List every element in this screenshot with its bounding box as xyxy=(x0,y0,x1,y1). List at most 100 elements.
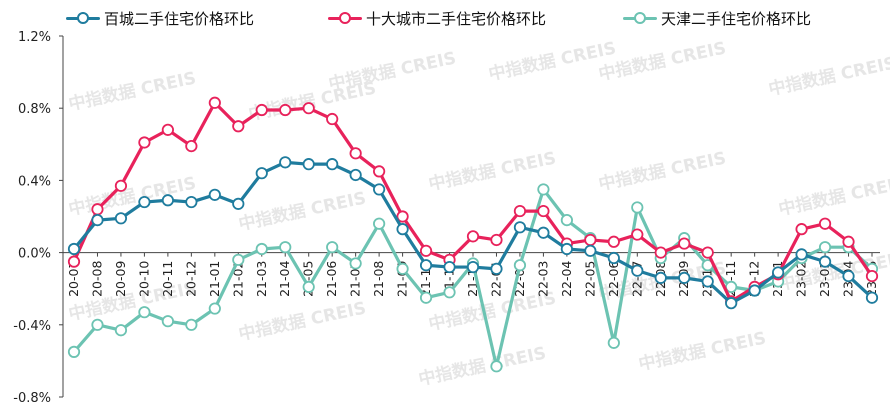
data-point-series-2 xyxy=(302,280,315,293)
x-tick-label: 21-08 xyxy=(371,261,386,297)
data-point-series-2 xyxy=(91,318,104,331)
data-point-series-0 xyxy=(725,297,738,310)
data-point-series-1 xyxy=(396,210,409,223)
data-point-series-1 xyxy=(419,244,433,257)
data-point-series-0 xyxy=(795,248,808,261)
data-point-series-2 xyxy=(67,345,81,358)
data-point-series-1 xyxy=(865,269,879,283)
data-point-series-1 xyxy=(67,255,81,268)
x-tick-label: 23-02 xyxy=(794,261,809,297)
data-point-series-0 xyxy=(607,251,620,265)
data-point-series-0 xyxy=(537,226,550,239)
data-point-series-2 xyxy=(114,324,128,337)
data-point-series-1 xyxy=(842,235,855,248)
data-point-series-0 xyxy=(326,158,339,171)
legend-item-series-1: 十大城市二手住宅价格环比 xyxy=(328,6,546,30)
data-point-series-0 xyxy=(466,260,480,274)
data-point-series-0 xyxy=(279,156,292,169)
watermark-text: 中指数据 CREIS xyxy=(237,297,368,345)
watermark-text: 中指数据 CREIS xyxy=(327,47,458,95)
legend-swatch-series-1 xyxy=(328,12,362,24)
x-tick-label: 20-08 xyxy=(89,261,104,297)
data-point-series-0 xyxy=(208,188,221,201)
watermark-text: 中指数据 CREIS xyxy=(597,37,728,85)
data-point-series-2 xyxy=(326,241,339,254)
y-tick-label: 0.8% xyxy=(18,102,51,117)
legend-swatch-series-0 xyxy=(66,12,100,24)
data-point-series-0 xyxy=(161,194,174,207)
x-tick-label: 21-04 xyxy=(277,261,292,297)
data-point-series-1 xyxy=(302,102,315,115)
x-tick-label: 22-06 xyxy=(606,261,621,297)
x-tick-label: 23-03 xyxy=(817,261,832,297)
data-point-series-1 xyxy=(584,233,597,247)
data-point-series-2 xyxy=(490,360,503,373)
data-point-series-1 xyxy=(513,204,527,218)
data-point-series-2 xyxy=(255,242,268,256)
data-point-series-1 xyxy=(490,233,503,247)
x-tick-label: 20-12 xyxy=(183,261,198,297)
data-point-series-2 xyxy=(279,241,292,254)
data-point-series-2 xyxy=(138,306,151,319)
axes: 1.2% 0.8% 0.4% 0.0% -0.4% -0.8% 20-07 20-08 20-0… xyxy=(13,30,880,406)
data-point-series-0 xyxy=(114,212,128,225)
data-point-series-2 xyxy=(349,257,362,270)
data-point-series-0 xyxy=(255,167,268,180)
data-point-series-1 xyxy=(114,179,128,192)
data-point-series-2 xyxy=(208,302,221,315)
x-tick-label: 21-06 xyxy=(324,261,339,297)
y-tick-label: 1.2% xyxy=(18,30,51,45)
data-point-series-2 xyxy=(396,262,409,275)
x-tick-label: 22-03 xyxy=(535,261,550,297)
watermark-text: 中指数据 CREIS xyxy=(487,37,618,85)
data-point-series-1 xyxy=(255,103,268,117)
y-tick-label: 0.4% xyxy=(18,174,51,189)
data-point-series-1 xyxy=(208,96,221,109)
y-tick-label: -0.8% xyxy=(13,391,51,406)
data-point-series-0 xyxy=(772,266,785,279)
data-point-series-0 xyxy=(349,168,362,182)
x-tick-label: 20-10 xyxy=(136,261,151,297)
data-point-series-0 xyxy=(67,242,81,256)
data-point-series-1 xyxy=(161,123,174,136)
series-layer xyxy=(67,96,879,373)
x-tick-label: 21-03 xyxy=(254,261,269,297)
watermark-text: 中指数据 CREIS xyxy=(597,147,728,195)
watermark-text: 中指数据 CREIS xyxy=(637,327,768,375)
data-point-series-1 xyxy=(631,228,644,241)
data-point-series-1 xyxy=(466,230,480,243)
data-point-series-1 xyxy=(701,246,714,259)
x-tick-label: 21-02 xyxy=(230,261,245,297)
data-point-series-1 xyxy=(795,223,808,236)
data-point-series-2 xyxy=(373,217,386,230)
data-point-series-2 xyxy=(443,286,456,299)
data-point-series-0 xyxy=(654,271,667,284)
watermark-text: 中指数据 CREIS xyxy=(777,172,890,220)
data-point-series-0 xyxy=(91,214,104,227)
data-point-series-1 xyxy=(138,136,151,149)
x-tick-label: 20-07 xyxy=(66,261,81,297)
data-point-series-0 xyxy=(396,223,409,236)
watermark-text: 中指数据 CREIS xyxy=(237,187,368,235)
data-point-series-1 xyxy=(607,235,620,248)
x-tick-label: 21-07 xyxy=(348,261,363,297)
data-point-series-0 xyxy=(560,242,573,256)
watermark-text: 中指数据 CREIS xyxy=(767,52,890,100)
data-point-series-2 xyxy=(560,214,573,227)
watermark-text: 中指数据 CREIS xyxy=(67,277,198,325)
data-point-series-2 xyxy=(232,253,245,266)
data-point-series-1 xyxy=(373,165,386,178)
data-point-series-0 xyxy=(443,260,456,274)
data-point-series-0 xyxy=(302,158,315,171)
watermark-text: 中指数据 CREIS xyxy=(417,342,548,390)
data-point-series-0 xyxy=(373,183,386,196)
data-point-series-0 xyxy=(818,255,832,268)
data-point-series-0 xyxy=(138,195,151,209)
data-point-series-0 xyxy=(678,271,691,284)
legend-label-series-0: 百城二手住宅价格环比 xyxy=(104,9,255,28)
data-point-series-0 xyxy=(584,244,597,257)
data-point-series-2 xyxy=(607,336,620,349)
data-point-series-0 xyxy=(419,259,433,272)
